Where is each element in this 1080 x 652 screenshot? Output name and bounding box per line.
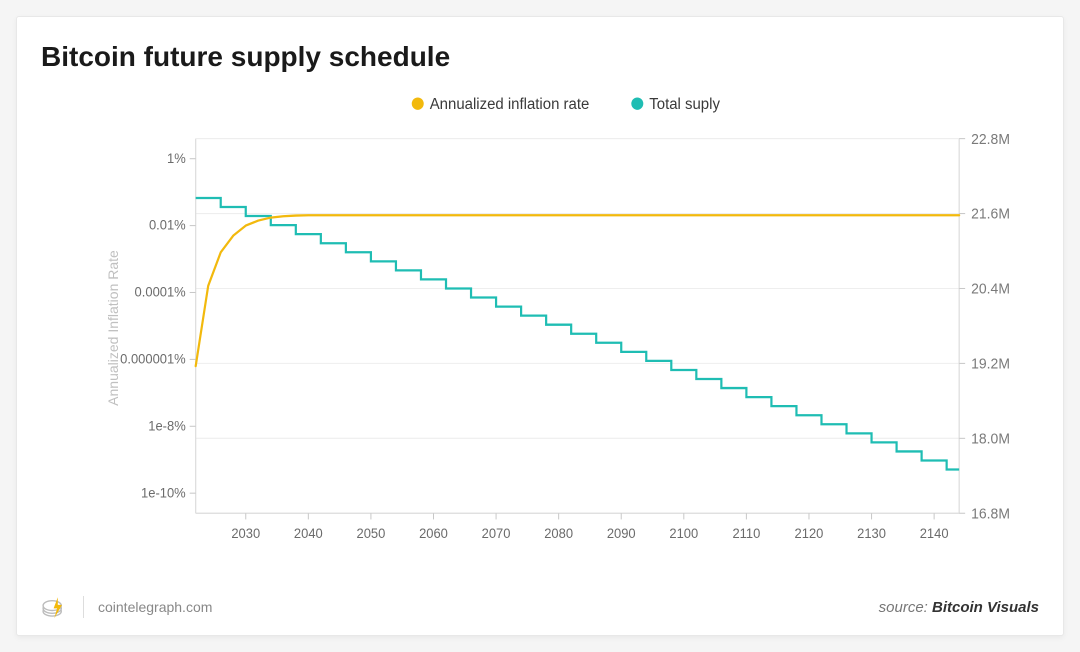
source-name: Bitcoin Visuals [932, 599, 1039, 616]
cointelegraph-logo-icon [41, 593, 69, 621]
x-tick-label: 2060 [419, 526, 448, 541]
y2-tick-label: 16.8M [971, 506, 1010, 522]
x-tick-label: 2140 [920, 526, 949, 541]
y2-tick-label: 18.0M [971, 431, 1010, 447]
chart-svg: Annualized inflation rate Total suply 1% 0.… [41, 81, 1039, 575]
footer-site: cointelegraph.com [98, 599, 212, 615]
x-tick-label: 2100 [669, 526, 698, 541]
x-tick-label: 2090 [607, 526, 636, 541]
y1-tick-label: 1e-10% [141, 485, 186, 500]
footer-source: source: Bitcoin Visuals [879, 599, 1039, 616]
y2-tick-label: 21.6M [971, 207, 1010, 223]
x-tick-label: 2120 [795, 526, 824, 541]
x-tick-label: 2070 [482, 526, 511, 541]
x-tick-label: 2130 [857, 526, 886, 541]
supply-line [196, 198, 959, 470]
chart-footer: cointelegraph.com source: Bitcoin Visual… [41, 583, 1039, 621]
x-tick-label: 2040 [294, 526, 323, 541]
y2-tick-label: 19.2M [971, 356, 1010, 372]
y1-tick-label: 0.0001% [135, 284, 186, 299]
y1-tick-label: 0.000001% [120, 351, 186, 366]
y2-tick-label: 22.8M [971, 132, 1010, 148]
source-prefix: source: [879, 599, 932, 616]
x-tick-label: 2050 [356, 526, 385, 541]
footer-left: cointelegraph.com [41, 593, 212, 621]
x-tick-label: 2110 [732, 526, 760, 541]
legend-label-inflation: Annualized inflation rate [430, 96, 590, 113]
y1-tick-label: 0.01% [149, 218, 186, 233]
y1-tick-label: 1% [167, 151, 186, 166]
y-axis-left-title: Annualized Inflation Rate [105, 250, 121, 406]
legend-dot-supply [631, 97, 643, 109]
chart-title: Bitcoin future supply schedule [41, 41, 1039, 73]
chart-card: Bitcoin future supply schedule Annualize… [16, 16, 1064, 636]
inflation-line [196, 215, 959, 366]
legend-label-supply: Total suply [649, 96, 720, 113]
x-tick-label: 2030 [231, 526, 260, 541]
chart-area: Annualized Inflation Rate Annualized inf… [41, 81, 1039, 575]
y1-tick-label: 1e-8% [148, 418, 186, 433]
x-tick-label: 2080 [544, 526, 573, 541]
legend-dot-inflation [412, 97, 424, 109]
footer-divider [83, 596, 84, 618]
y2-tick-label: 20.4M [971, 281, 1010, 297]
